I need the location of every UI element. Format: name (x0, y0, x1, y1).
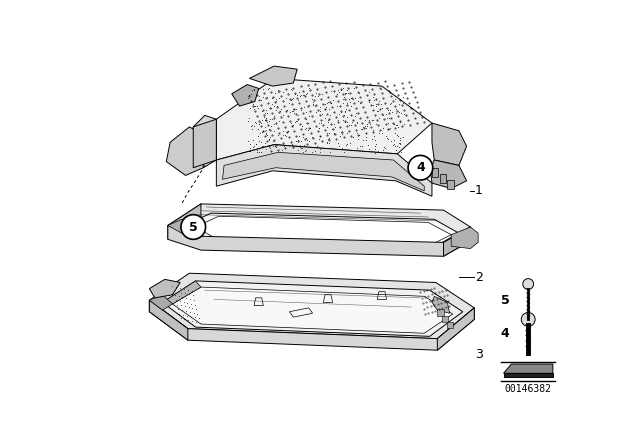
Text: 2: 2 (475, 271, 483, 284)
Polygon shape (172, 287, 452, 333)
Polygon shape (149, 280, 180, 298)
Polygon shape (432, 168, 438, 177)
Polygon shape (168, 204, 201, 239)
Text: 5: 5 (500, 293, 509, 307)
Polygon shape (504, 364, 553, 373)
Polygon shape (168, 204, 470, 242)
Text: 5: 5 (189, 220, 198, 233)
Polygon shape (444, 227, 470, 256)
Polygon shape (232, 85, 259, 106)
Text: 00146382: 00146382 (505, 383, 552, 394)
Polygon shape (223, 152, 424, 191)
Polygon shape (216, 78, 432, 160)
Polygon shape (432, 123, 467, 165)
Polygon shape (163, 281, 463, 336)
Polygon shape (166, 127, 204, 176)
Circle shape (523, 279, 534, 289)
Polygon shape (149, 295, 172, 310)
Text: 4: 4 (416, 161, 425, 174)
Polygon shape (447, 180, 454, 189)
Text: 1: 1 (475, 184, 483, 197)
Text: 4: 4 (500, 327, 509, 340)
Polygon shape (193, 119, 216, 168)
Polygon shape (431, 160, 467, 189)
Polygon shape (216, 145, 432, 196)
Circle shape (521, 313, 535, 326)
Polygon shape (437, 308, 474, 350)
Polygon shape (432, 296, 450, 313)
Polygon shape (440, 174, 446, 183)
Polygon shape (149, 300, 474, 350)
Polygon shape (189, 116, 216, 168)
Polygon shape (168, 220, 196, 233)
Polygon shape (442, 315, 448, 322)
Polygon shape (504, 373, 553, 377)
Polygon shape (149, 300, 188, 340)
Polygon shape (163, 281, 201, 304)
Polygon shape (451, 227, 478, 249)
Polygon shape (149, 273, 474, 339)
Polygon shape (250, 66, 297, 86)
Circle shape (408, 155, 433, 180)
Polygon shape (437, 310, 444, 315)
Polygon shape (168, 225, 470, 256)
Polygon shape (196, 216, 451, 246)
Circle shape (181, 215, 205, 239)
Polygon shape (447, 322, 452, 328)
Text: 3: 3 (475, 348, 483, 361)
Polygon shape (182, 213, 459, 247)
